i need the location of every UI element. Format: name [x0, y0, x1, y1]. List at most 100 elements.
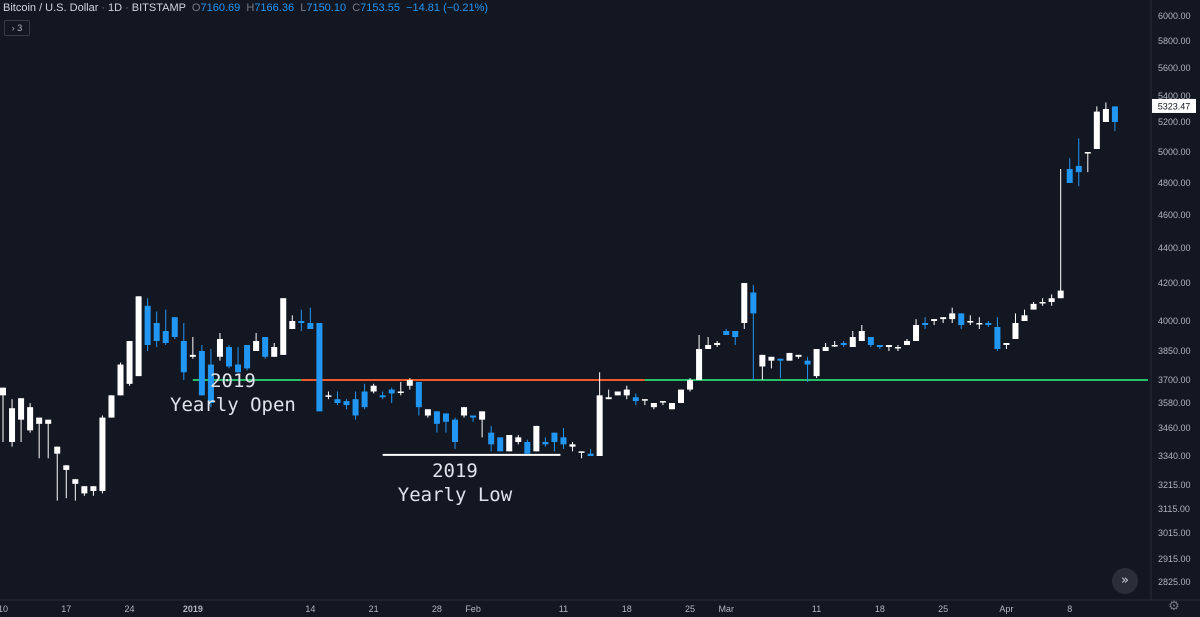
candle-up[interactable]: [768, 356, 775, 361]
candle-up[interactable]: [406, 380, 413, 386]
candle-up[interactable]: [1030, 303, 1037, 310]
candle-down[interactable]: [632, 397, 639, 402]
candle-up[interactable]: [885, 345, 892, 347]
candle-up[interactable]: [894, 347, 901, 349]
candle-up[interactable]: [54, 446, 61, 454]
symbol-name[interactable]: Bitcoin / U.S. Dollar: [3, 2, 99, 14]
candle-up[interactable]: [18, 398, 25, 420]
candle-up[interactable]: [569, 444, 576, 447]
candle-up[interactable]: [976, 323, 983, 325]
candle-down[interactable]: [207, 364, 214, 403]
candle-up[interactable]: [397, 391, 404, 394]
candle-up[interactable]: [849, 337, 856, 347]
double-chevron-right-icon[interactable]: »: [1112, 568, 1138, 594]
candle-up[interactable]: [687, 380, 694, 390]
candle-up[interactable]: [596, 395, 603, 456]
candle-up[interactable]: [9, 408, 16, 442]
candle-up[interactable]: [913, 325, 920, 341]
candle-down[interactable]: [524, 442, 531, 454]
candle-up[interactable]: [831, 345, 838, 347]
candle-up[interactable]: [1093, 111, 1100, 149]
candle-up[interactable]: [822, 347, 829, 351]
candle-down[interactable]: [551, 432, 558, 442]
candle-up[interactable]: [759, 354, 766, 367]
candle-up[interactable]: [967, 321, 974, 323]
candle-down[interactable]: [1066, 169, 1073, 183]
interval[interactable]: 1D: [108, 2, 123, 14]
candle-down[interactable]: [162, 331, 169, 343]
candle-up[interactable]: [90, 486, 97, 491]
candle-up[interactable]: [1057, 290, 1064, 299]
candle-up[interactable]: [325, 395, 332, 397]
candle-down[interactable]: [144, 305, 151, 345]
candle-up[interactable]: [786, 352, 793, 361]
candle-up[interactable]: [614, 391, 621, 396]
candle-up[interactable]: [515, 437, 522, 442]
candle-up[interactable]: [126, 341, 133, 384]
candle-up[interactable]: [931, 319, 938, 321]
candle-down[interactable]: [777, 358, 784, 361]
candle-up[interactable]: [253, 341, 260, 351]
candle-up[interactable]: [904, 341, 910, 345]
candle-down[interactable]: [876, 345, 883, 347]
candle-down[interactable]: [415, 381, 422, 408]
candle-up[interactable]: [696, 349, 703, 380]
candle-up[interactable]: [461, 407, 468, 416]
candle-up[interactable]: [81, 486, 88, 494]
candle-down[interactable]: [452, 419, 458, 442]
candle-up[interactable]: [578, 451, 585, 453]
candle-up[interactable]: [605, 397, 612, 400]
candle-up[interactable]: [280, 298, 287, 355]
candle-up[interactable]: [623, 389, 630, 396]
candle-down[interactable]: [1111, 106, 1118, 122]
candle-down[interactable]: [153, 323, 160, 341]
candle-up[interactable]: [117, 364, 124, 396]
candle-down[interactable]: [542, 442, 549, 445]
candle-up[interactable]: [741, 283, 748, 323]
candle-up[interactable]: [678, 389, 684, 403]
candle-up[interactable]: [189, 354, 196, 357]
candle-up[interactable]: [714, 343, 721, 345]
candle-down[interactable]: [470, 415, 477, 418]
candle-down[interactable]: [226, 347, 232, 367]
candle-down[interactable]: [985, 323, 992, 325]
candle-down[interactable]: [840, 343, 847, 345]
candle-down[interactable]: [750, 292, 757, 314]
candle-down[interactable]: [343, 401, 350, 406]
candle-down[interactable]: [361, 391, 368, 408]
candle-up[interactable]: [271, 347, 278, 357]
candle-down[interactable]: [488, 432, 495, 445]
candle-up[interactable]: [506, 435, 513, 452]
candle-up[interactable]: [45, 419, 52, 424]
candle-down[interactable]: [352, 399, 359, 416]
candle-up[interactable]: [99, 417, 106, 491]
candle-down[interactable]: [235, 364, 242, 373]
candle-up[interactable]: [72, 479, 79, 484]
candle-down[interactable]: [922, 323, 929, 325]
candle-down[interactable]: [198, 351, 205, 396]
candle-down[interactable]: [307, 323, 314, 329]
candle-up[interactable]: [1048, 298, 1055, 302]
candle-down[interactable]: [433, 411, 440, 424]
candle-up[interactable]: [289, 321, 296, 329]
candle-up[interactable]: [1003, 343, 1010, 345]
candle-up[interactable]: [668, 403, 675, 410]
candle-down[interactable]: [1075, 165, 1082, 173]
candle-up[interactable]: [135, 296, 142, 377]
candle-up[interactable]: [650, 403, 657, 408]
candle-down[interactable]: [804, 360, 811, 365]
candle-down[interactable]: [379, 395, 386, 398]
candle-up[interactable]: [705, 345, 712, 349]
candle-down[interactable]: [723, 331, 730, 335]
candle-up[interactable]: [0, 387, 6, 396]
candle-up[interactable]: [424, 409, 431, 416]
candle-up[interactable]: [108, 395, 115, 418]
candle-up[interactable]: [1102, 109, 1109, 122]
candle-up[interactable]: [370, 385, 377, 392]
gear-icon[interactable]: ⚙: [1168, 599, 1180, 614]
candle-up[interactable]: [533, 425, 540, 452]
candle-down[interactable]: [262, 337, 269, 357]
candle-down[interactable]: [867, 337, 874, 345]
candle-up[interactable]: [659, 401, 666, 403]
